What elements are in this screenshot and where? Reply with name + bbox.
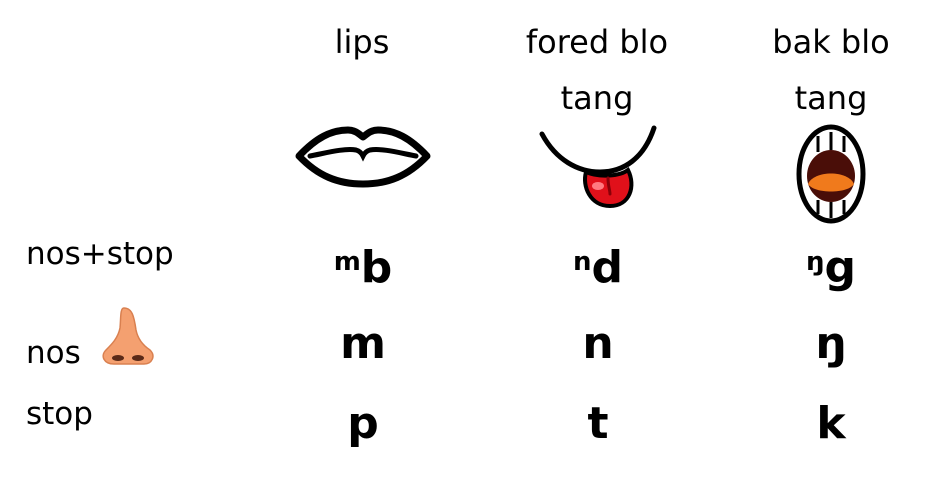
row-label-stop: stop (26, 396, 93, 432)
cell-nasal-velar: ŋ (815, 318, 847, 369)
column-header-lips: lips (334, 23, 390, 61)
cell-nasal-bilabial: m (340, 318, 386, 369)
row-label-nasal-stop: nos+stop (26, 236, 174, 272)
superscript: m (333, 247, 361, 277)
superscript: ŋ (805, 247, 825, 277)
cell-stop-velar: k (816, 398, 846, 449)
nose-icon (102, 307, 154, 365)
column-header-front-tongue-line2: tang (560, 79, 634, 117)
cell-stop-alveolar: t (587, 398, 609, 449)
cell-prenasal-alveolar: nd (538, 236, 658, 294)
open-mouth-icon (796, 124, 866, 224)
superscript: n (572, 247, 592, 277)
consonant: d (591, 242, 624, 293)
consonant: b (360, 242, 393, 293)
cell-prenasal-velar: ŋg (771, 236, 891, 294)
row-label-nasal: nos (26, 335, 81, 371)
column-header-back-tongue: bak blo (772, 23, 890, 61)
consonant: g (824, 242, 857, 293)
cell-nasal-alveolar: n (582, 318, 614, 369)
tongue-out-mouth-icon (539, 125, 657, 209)
column-header-back-tongue-line2: tang (794, 79, 868, 117)
lips-icon (295, 126, 431, 188)
column-header-front-tongue: fored blo (525, 23, 669, 61)
cell-stop-bilabial: p (347, 398, 379, 449)
cell-prenasal-bilabial: mb (303, 236, 423, 294)
